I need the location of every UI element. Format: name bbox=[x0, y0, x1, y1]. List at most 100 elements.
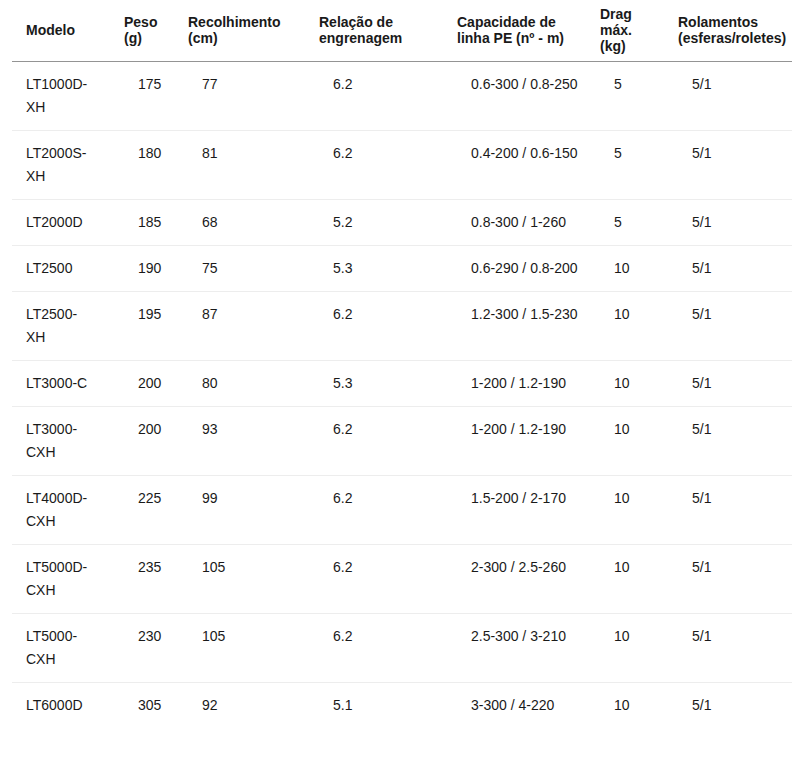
cell-recolhimento: 77 bbox=[174, 61, 305, 130]
cell-peso: 180 bbox=[110, 130, 174, 199]
cell-peso: 225 bbox=[110, 475, 174, 544]
cell-capacidade: 0.4-200 / 0.6-150 bbox=[443, 130, 586, 199]
cell-rolamentos: 5/1 bbox=[664, 613, 792, 682]
cell-recolhimento: 99 bbox=[174, 475, 305, 544]
cell-rolamentos: 5/1 bbox=[664, 544, 792, 613]
column-header-drag: Drag máx. (kg) bbox=[586, 0, 664, 61]
cell-rolamentos: 5/1 bbox=[664, 291, 792, 360]
cell-modelo: LT1000D-XH bbox=[12, 61, 110, 130]
cell-recolhimento: 87 bbox=[174, 291, 305, 360]
cell-peso: 230 bbox=[110, 613, 174, 682]
cell-rolamentos: 5/1 bbox=[664, 406, 792, 475]
cell-modelo: LT4000D-CXH bbox=[12, 475, 110, 544]
cell-relacao: 6.2 bbox=[305, 291, 443, 360]
table-body: LT1000D-XH175776.20.6-300 / 0.8-25055/1L… bbox=[12, 61, 792, 728]
table-row: LT5000D-CXH2351056.22-300 / 2.5-260105/1 bbox=[12, 544, 792, 613]
table-row: LT4000D-CXH225996.21.5-200 / 2-170105/1 bbox=[12, 475, 792, 544]
spec-table: Modelo Peso (g) Recolhimento (cm) Relaçã… bbox=[12, 0, 792, 728]
cell-relacao: 6.2 bbox=[305, 61, 443, 130]
table-row: LT2500-XH195876.21.2-300 / 1.5-230105/1 bbox=[12, 291, 792, 360]
cell-drag: 10 bbox=[586, 360, 664, 406]
cell-modelo: LT6000D bbox=[12, 682, 110, 728]
cell-recolhimento: 81 bbox=[174, 130, 305, 199]
cell-modelo: LT3000-C bbox=[12, 360, 110, 406]
cell-drag: 10 bbox=[586, 613, 664, 682]
cell-peso: 185 bbox=[110, 199, 174, 245]
cell-relacao: 6.2 bbox=[305, 613, 443, 682]
cell-modelo: LT2500 bbox=[12, 245, 110, 291]
cell-modelo: LT2000S-XH bbox=[12, 130, 110, 199]
cell-capacidade: 1.5-200 / 2-170 bbox=[443, 475, 586, 544]
cell-rolamentos: 5/1 bbox=[664, 130, 792, 199]
cell-recolhimento: 93 bbox=[174, 406, 305, 475]
cell-modelo: LT5000-CXH bbox=[12, 613, 110, 682]
column-header-peso: Peso (g) bbox=[110, 0, 174, 61]
cell-drag: 10 bbox=[586, 544, 664, 613]
table-row: LT1000D-XH175776.20.6-300 / 0.8-25055/1 bbox=[12, 61, 792, 130]
cell-capacidade: 0.8-300 / 1-260 bbox=[443, 199, 586, 245]
cell-recolhimento: 80 bbox=[174, 360, 305, 406]
cell-capacidade: 1-200 / 1.2-190 bbox=[443, 360, 586, 406]
table-row: LT2000S-XH180816.20.4-200 / 0.6-15055/1 bbox=[12, 130, 792, 199]
cell-modelo: LT5000D-CXH bbox=[12, 544, 110, 613]
cell-peso: 190 bbox=[110, 245, 174, 291]
table-row: LT3000-C200805.31-200 / 1.2-190105/1 bbox=[12, 360, 792, 406]
cell-modelo: LT3000-CXH bbox=[12, 406, 110, 475]
cell-capacidade: 0.6-290 / 0.8-200 bbox=[443, 245, 586, 291]
cell-drag: 10 bbox=[586, 291, 664, 360]
column-header-relacao: Relação de engrenagem bbox=[305, 0, 443, 61]
table-row: LT6000D305925.13-300 / 4-220105/1 bbox=[12, 682, 792, 728]
table-header-row: Modelo Peso (g) Recolhimento (cm) Relaçã… bbox=[12, 0, 792, 61]
table-row: LT5000-CXH2301056.22.5-300 / 3-210105/1 bbox=[12, 613, 792, 682]
cell-drag: 5 bbox=[586, 130, 664, 199]
spec-table-container: Modelo Peso (g) Recolhimento (cm) Relaçã… bbox=[0, 0, 797, 728]
table-row: LT3000-CXH200936.21-200 / 1.2-190105/1 bbox=[12, 406, 792, 475]
cell-rolamentos: 5/1 bbox=[664, 475, 792, 544]
cell-drag: 5 bbox=[586, 199, 664, 245]
column-header-modelo: Modelo bbox=[12, 0, 110, 61]
cell-relacao: 6.2 bbox=[305, 475, 443, 544]
cell-capacidade: 1.2-300 / 1.5-230 bbox=[443, 291, 586, 360]
table-row: LT2000D185685.20.8-300 / 1-26055/1 bbox=[12, 199, 792, 245]
cell-recolhimento: 68 bbox=[174, 199, 305, 245]
cell-peso: 200 bbox=[110, 406, 174, 475]
cell-relacao: 5.3 bbox=[305, 245, 443, 291]
column-header-rolamentos: Rolamentos (esferas/roletes) bbox=[664, 0, 792, 61]
cell-recolhimento: 75 bbox=[174, 245, 305, 291]
cell-peso: 200 bbox=[110, 360, 174, 406]
cell-drag: 10 bbox=[586, 406, 664, 475]
cell-recolhimento: 92 bbox=[174, 682, 305, 728]
cell-recolhimento: 105 bbox=[174, 613, 305, 682]
cell-relacao: 5.3 bbox=[305, 360, 443, 406]
cell-peso: 195 bbox=[110, 291, 174, 360]
cell-drag: 5 bbox=[586, 61, 664, 130]
cell-capacidade: 2-300 / 2.5-260 bbox=[443, 544, 586, 613]
cell-relacao: 6.2 bbox=[305, 544, 443, 613]
cell-capacidade: 3-300 / 4-220 bbox=[443, 682, 586, 728]
cell-rolamentos: 5/1 bbox=[664, 360, 792, 406]
table-row: LT2500190755.30.6-290 / 0.8-200105/1 bbox=[12, 245, 792, 291]
cell-rolamentos: 5/1 bbox=[664, 61, 792, 130]
cell-drag: 10 bbox=[586, 682, 664, 728]
cell-peso: 305 bbox=[110, 682, 174, 728]
cell-modelo: LT2000D bbox=[12, 199, 110, 245]
column-header-recolhimento: Recolhimento (cm) bbox=[174, 0, 305, 61]
cell-rolamentos: 5/1 bbox=[664, 682, 792, 728]
cell-relacao: 6.2 bbox=[305, 130, 443, 199]
cell-recolhimento: 105 bbox=[174, 544, 305, 613]
cell-drag: 10 bbox=[586, 475, 664, 544]
cell-modelo: LT2500-XH bbox=[12, 291, 110, 360]
cell-drag: 10 bbox=[586, 245, 664, 291]
cell-peso: 235 bbox=[110, 544, 174, 613]
cell-capacidade: 1-200 / 1.2-190 bbox=[443, 406, 586, 475]
cell-rolamentos: 5/1 bbox=[664, 199, 792, 245]
cell-capacidade: 0.6-300 / 0.8-250 bbox=[443, 61, 586, 130]
cell-relacao: 5.2 bbox=[305, 199, 443, 245]
column-header-capacidade: Capacidade de linha PE (nº - m) bbox=[443, 0, 586, 61]
cell-relacao: 6.2 bbox=[305, 406, 443, 475]
cell-relacao: 5.1 bbox=[305, 682, 443, 728]
cell-capacidade: 2.5-300 / 3-210 bbox=[443, 613, 586, 682]
table-header: Modelo Peso (g) Recolhimento (cm) Relaçã… bbox=[12, 0, 792, 61]
cell-peso: 175 bbox=[110, 61, 174, 130]
cell-rolamentos: 5/1 bbox=[664, 245, 792, 291]
